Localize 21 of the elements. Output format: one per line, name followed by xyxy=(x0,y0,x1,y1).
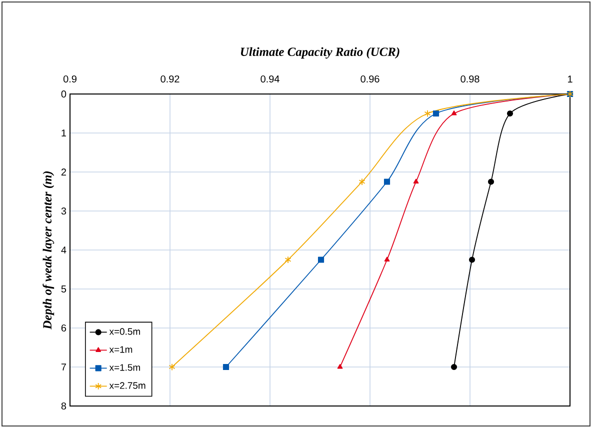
x-tick-label: 1 xyxy=(568,76,572,82)
y-tick-label: 0 xyxy=(61,90,66,98)
y-tick-label: 5 xyxy=(61,286,66,292)
y-tick-label: 8 xyxy=(61,402,66,410)
y-axis-title: Depth of weak layer center (m) xyxy=(42,171,54,330)
x-tick-label: 0.96 xyxy=(360,75,380,82)
legend-label: x=1m xyxy=(109,346,132,353)
legend-label: x=0.5m xyxy=(109,328,140,335)
y-tick-label: 6 xyxy=(61,324,66,332)
y-tick-label: 2 xyxy=(61,168,66,176)
y-tick-label: 1 xyxy=(62,130,66,136)
x-tick-label: 0.92 xyxy=(160,75,180,82)
y-tick-label: 7 xyxy=(61,364,66,370)
y-tick-label: 3 xyxy=(61,207,66,215)
x-axis-title: Ultimate Capacity Ratio (UCR) xyxy=(240,47,400,59)
legend-label: x=2.75m xyxy=(109,382,146,389)
x-tick-label: 0.98 xyxy=(460,75,480,82)
y-tick-label: 4 xyxy=(61,246,66,254)
x-tick-label: 0.94 xyxy=(260,75,280,82)
x-tick-label: 0.9 xyxy=(63,75,76,82)
legend-label: x=1.5m xyxy=(109,364,140,371)
